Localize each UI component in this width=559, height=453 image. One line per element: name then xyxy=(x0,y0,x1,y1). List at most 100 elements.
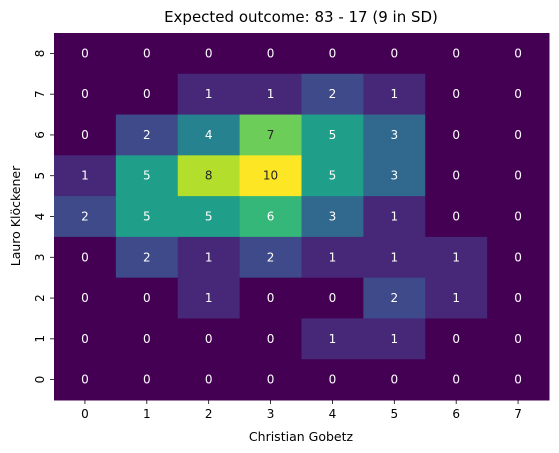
heatmap-cell-value: 0 xyxy=(267,373,275,387)
x-tick-label: 3 xyxy=(267,407,275,421)
heatmap-cells: 0 0 0 0 0 0 0 00 0 1 1 2 1 0 00 2 4 7 5 3 0 01 5 8 10 5 3 0 02 5 5 6 3 1 0… xyxy=(54,33,550,401)
x-tick-label: 0 xyxy=(81,407,89,421)
heatmap-cell xyxy=(54,318,117,360)
heatmap-cell-value: 0 xyxy=(143,46,151,60)
heatmap-cell-value: 0 xyxy=(81,373,89,387)
heatmap-cell xyxy=(115,155,179,197)
heatmap-cell xyxy=(425,359,488,401)
heatmap-cell-value: 1 xyxy=(390,332,398,346)
heatmap-cell xyxy=(425,277,488,319)
heatmap-cell xyxy=(54,155,117,197)
heatmap-cell-value: 0 xyxy=(143,291,151,305)
heatmap-cell xyxy=(487,33,550,75)
heatmap-cell-value: 0 xyxy=(81,250,89,264)
heatmap-cell-value: 0 xyxy=(81,291,89,305)
heatmap-cell xyxy=(115,33,179,75)
heatmap-cell xyxy=(177,359,241,401)
heatmap-cell xyxy=(301,318,364,360)
chart-title: Expected outcome: 83 - 17 (9 in SD) xyxy=(164,8,438,26)
heatmap-cell xyxy=(115,277,179,319)
heatmap-cell xyxy=(239,155,302,197)
heatmap-cell-value: 0 xyxy=(514,250,522,264)
heatmap-cell-value: 0 xyxy=(452,128,460,142)
y-tick-label: 1 xyxy=(33,335,47,343)
x-axis-label: Christian Gobetz xyxy=(249,429,354,444)
heatmap-cell xyxy=(425,73,488,116)
heatmap-cell-value: 0 xyxy=(514,210,522,224)
heatmap-cell xyxy=(425,33,488,75)
heatmap-cell-value: 0 xyxy=(452,210,460,224)
heatmap-cell xyxy=(425,155,488,197)
heatmap-cell-value: 0 xyxy=(81,87,89,101)
heatmap-cell xyxy=(54,196,117,238)
heatmap-cell-value: 0 xyxy=(514,46,522,60)
heatmap-cell xyxy=(239,277,302,319)
heatmap-cell-value: 1 xyxy=(390,210,398,224)
y-tick-label: 6 xyxy=(33,131,47,139)
heatmap-cell-value: 1 xyxy=(267,87,275,101)
heatmap-cell-value: 5 xyxy=(205,210,213,224)
heatmap-cell xyxy=(177,196,241,238)
heatmap-cell-value: 2 xyxy=(329,87,337,101)
heatmap-cell xyxy=(301,196,364,238)
heatmap-cell-value: 0 xyxy=(514,332,522,346)
heatmap-cell-value: 0 xyxy=(390,46,398,60)
heatmap-cell-value: 2 xyxy=(143,250,151,264)
heatmap-cell-value: 0 xyxy=(267,291,275,305)
heatmap-cell-value: 5 xyxy=(329,128,337,142)
heatmap-cell-value: 0 xyxy=(514,373,522,387)
heatmap-cell xyxy=(487,277,550,319)
heatmap-cell-value: 1 xyxy=(81,169,89,183)
heatmap-cell xyxy=(487,236,550,279)
heatmap-cell-value: 8 xyxy=(205,169,213,183)
heatmap-cell xyxy=(54,114,117,156)
heatmap-cell xyxy=(177,114,241,156)
heatmap-cell-value: 0 xyxy=(452,87,460,101)
heatmap-cell xyxy=(425,236,488,279)
heatmap-cell xyxy=(115,114,179,156)
heatmap-cell xyxy=(239,33,302,75)
heatmap-cell xyxy=(487,114,550,156)
heatmap-cell-value: 5 xyxy=(329,169,337,183)
heatmap-cell xyxy=(239,196,302,238)
heatmap-cell-value: 1 xyxy=(329,250,337,264)
heatmap-cell-value: 2 xyxy=(143,128,151,142)
heatmap-cell-value: 0 xyxy=(81,128,89,142)
heatmap-cell-value: 0 xyxy=(143,332,151,346)
heatmap-cell xyxy=(54,33,117,75)
y-tick-label: 7 xyxy=(33,90,47,98)
heatmap-cell xyxy=(487,155,550,197)
y-axis-label: Lauro Klöckener xyxy=(8,165,23,266)
heatmap-cell xyxy=(363,155,426,197)
heatmap-cell xyxy=(239,73,302,116)
heatmap-cell-value: 7 xyxy=(267,128,275,142)
heatmap-cell xyxy=(115,196,179,238)
y-tick-label: 3 xyxy=(33,253,47,261)
heatmap-cell xyxy=(115,73,179,116)
heatmap-cell xyxy=(177,236,241,279)
heatmap-cell xyxy=(301,114,364,156)
heatmap-cell xyxy=(177,33,241,75)
heatmap-cell xyxy=(301,359,364,401)
heatmap-cell-value: 0 xyxy=(329,46,337,60)
heatmap-cell-value: 0 xyxy=(329,373,337,387)
heatmap-cell xyxy=(177,73,241,116)
heatmap-cell-value: 1 xyxy=(205,291,213,305)
heatmap-cell xyxy=(115,318,179,360)
heatmap-cell-value: 1 xyxy=(205,250,213,264)
heatmap-cell xyxy=(301,73,364,116)
heatmap-cell xyxy=(363,359,426,401)
heatmap-cell xyxy=(177,318,241,360)
heatmap-cell xyxy=(425,318,488,360)
heatmap-cell xyxy=(177,155,241,197)
heatmap-cell-value: 0 xyxy=(205,46,213,60)
heatmap-cell-value: 5 xyxy=(143,210,151,224)
heatmap-cell xyxy=(363,33,426,75)
heatmap-cell xyxy=(115,359,179,401)
heatmap-cell-value: 1 xyxy=(452,291,460,305)
heatmap-cell xyxy=(54,359,117,401)
heatmap-cell xyxy=(54,236,117,279)
x-tick-label: 1 xyxy=(143,407,151,421)
heatmap-cell xyxy=(177,277,241,319)
heatmap-cell xyxy=(487,359,550,401)
